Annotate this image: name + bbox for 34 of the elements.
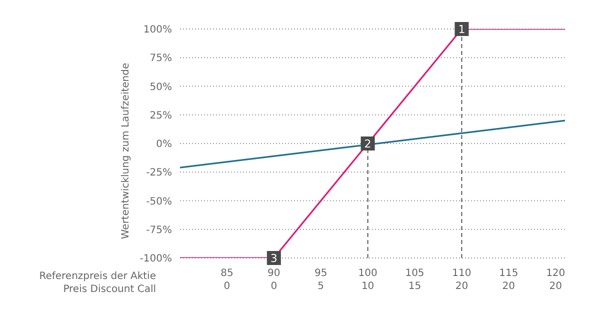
- y-tick-label: -50%: [146, 196, 172, 208]
- y-tick-label: 25%: [150, 110, 172, 122]
- number-badge: 3: [266, 251, 281, 265]
- y-tick-label: -25%: [146, 168, 172, 179]
- y-tick-label: 75%: [150, 53, 172, 64]
- y-tick-label: 100%: [143, 24, 172, 36]
- y-tick-label: -75%: [146, 224, 172, 236]
- x-tick-label: 115: [499, 268, 518, 279]
- text: 15: [408, 281, 422, 292]
- x-tick-label: 110: [452, 268, 472, 279]
- x-tick-label: 105: [405, 268, 424, 279]
- number-badge: 2: [360, 136, 375, 150]
- y-tick-label: 0%: [156, 139, 172, 150]
- text: 20: [502, 281, 516, 292]
- x-tick-label: 95: [314, 268, 328, 279]
- annotation: 3: [270, 252, 278, 265]
- text: 20: [549, 281, 562, 292]
- text: 0: [224, 281, 230, 292]
- x-tick-label: 120: [546, 268, 566, 279]
- annotation: 2: [364, 138, 372, 150]
- x-axis-title: Referenzpreis der Aktie: [39, 271, 156, 282]
- x-tick-label: 100: [358, 268, 378, 279]
- y-tick-label: 50%: [150, 82, 172, 93]
- text: Preis Discount Call: [63, 284, 156, 295]
- text: 5: [318, 281, 324, 292]
- y-axis-title: Wertentwicklung zum Laufzeitende: [120, 62, 132, 240]
- annotation: 1: [458, 23, 466, 36]
- number-badge: 1: [454, 22, 469, 36]
- x-tick-label: 85: [220, 268, 234, 279]
- text: 0: [270, 281, 278, 292]
- text: 20: [455, 281, 468, 292]
- x-tick-label: 90: [268, 268, 280, 279]
- text: 10: [361, 281, 374, 292]
- y-tick-label: -100%: [140, 254, 172, 265]
